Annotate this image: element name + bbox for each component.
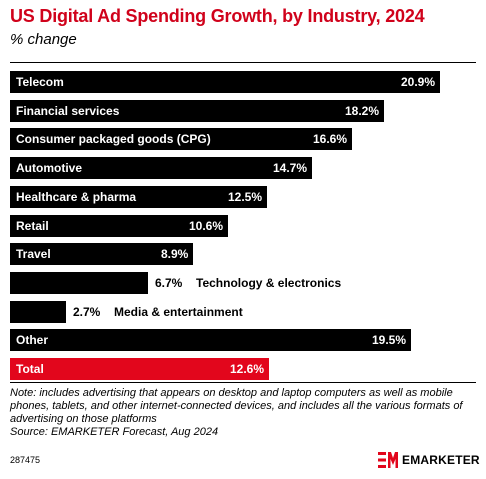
- source-text: Source: EMARKETER Forecast, Aug 2024: [10, 426, 219, 438]
- data-label: 10.6%: [189, 219, 224, 233]
- bar-total: [10, 358, 269, 380]
- bar-label: Healthcare & pharma: [16, 190, 137, 204]
- bar-label: Financial services: [16, 104, 120, 118]
- divider: [10, 62, 476, 63]
- bar-healthcare-pharma: [10, 186, 267, 208]
- bar-media-entertainment: [10, 301, 66, 323]
- data-label: 8.9%: [161, 247, 189, 261]
- data-label: 6.7%: [155, 276, 183, 290]
- bar-label: Travel: [16, 247, 51, 261]
- bar-other: [10, 329, 411, 351]
- note-text: Note: includes advertising that appears …: [10, 387, 463, 425]
- bar-technology-electronics: [10, 272, 148, 294]
- bar-label: Consumer packaged goods (CPG): [16, 132, 211, 146]
- footnote: Note: includes advertising that appears …: [10, 387, 480, 439]
- divider: [10, 382, 476, 383]
- em-logo-icon: [378, 452, 398, 468]
- data-label: 18.2%: [345, 104, 380, 118]
- bar-retail: [10, 215, 228, 237]
- bar-label: Telecom: [16, 75, 64, 89]
- data-label: 16.6%: [313, 132, 348, 146]
- bar-label: Technology & electronics: [196, 276, 342, 290]
- bar-financial-services: [10, 100, 384, 122]
- bar-label: Media & entertainment: [114, 305, 243, 319]
- bar-label: Total: [16, 362, 44, 376]
- chart-subtitle: % change: [10, 31, 77, 48]
- bar-label: Other: [16, 333, 49, 347]
- bar-consumer-packaged-goods-cpg: [10, 128, 352, 150]
- bar-automotive: [10, 157, 312, 179]
- data-label: 12.6%: [230, 362, 265, 376]
- brand-name: EMARKETER: [402, 453, 480, 467]
- data-label: 12.5%: [228, 190, 263, 204]
- bar-label: Automotive: [16, 161, 82, 175]
- data-label: 20.9%: [401, 75, 436, 89]
- chart-id: 287475: [10, 455, 41, 465]
- data-label: 2.7%: [73, 305, 101, 319]
- bar-travel: [10, 243, 193, 265]
- chart-title: US Digital Ad Spending Growth, by Indust…: [10, 6, 425, 26]
- bar-label: Retail: [16, 219, 49, 233]
- data-label: 19.5%: [372, 333, 407, 347]
- data-label: 14.7%: [273, 161, 308, 175]
- bar-telecom: [10, 71, 440, 93]
